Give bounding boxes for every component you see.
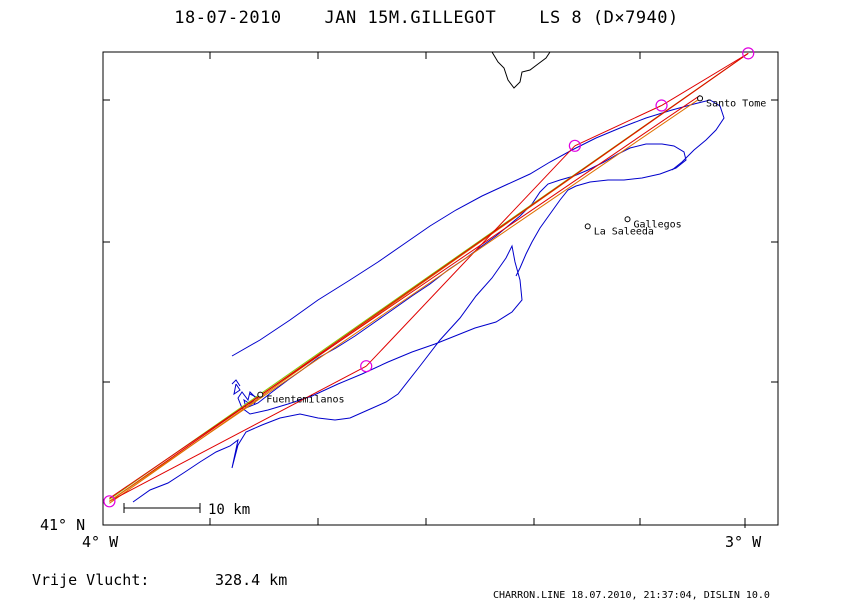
task-leg-line [109, 52, 749, 502]
x-axis-left-label: 4° W [82, 533, 119, 551]
chart-title: 18-07-2010 JAN 15M.GILLEGOT LS 8 (D×7940… [174, 8, 679, 28]
turnpoint-marker [360, 360, 373, 373]
turnpoint-marker [568, 139, 581, 152]
distance-label: Vrije Vlucht: [32, 571, 149, 589]
gps-track [132, 143, 687, 503]
place-marker: La Saleeda [584, 223, 654, 237]
turnpoints [103, 47, 755, 508]
x-axis-right-label: 3° W [725, 533, 762, 551]
turnpoint-marker [103, 495, 116, 508]
boundary-outline [491, 51, 551, 89]
axis-ticks [102, 52, 778, 528]
plot-frame [102, 51, 779, 526]
task-leg-route [574, 105, 662, 147]
task-leg-route [109, 365, 367, 502]
task-leg-route [365, 145, 576, 367]
scale-bar-label: 10 km [208, 502, 250, 518]
place-label: Fuentemilanos [266, 395, 344, 406]
place-dot [624, 216, 631, 223]
task-leg-route [661, 52, 749, 106]
place-label: La Saleeda [594, 226, 654, 237]
place-label: Gallegos [634, 219, 682, 230]
place-dot [584, 223, 591, 230]
y-axis-label: 41° N [40, 516, 85, 534]
place-marker: Fuentemilanos [257, 391, 345, 406]
task-legs [109, 52, 749, 504]
task-leg-return [109, 97, 701, 502]
place-marker: Santo Tome [697, 95, 766, 109]
place-label: Santo Tome [706, 98, 766, 109]
turnpoint-marker [655, 99, 668, 112]
turnpoint-marker [742, 47, 755, 60]
task-leg-return [109, 94, 701, 499]
place-dot [697, 95, 704, 102]
scale-bar: 10 km [123, 502, 250, 518]
credits: CHARRON.LINE 18.07.2010, 21:37:04, DISLI… [493, 590, 770, 601]
place-dot [257, 391, 264, 398]
distance-value: 328.4 km [215, 571, 287, 589]
place-marker: Gallegos [624, 216, 682, 230]
